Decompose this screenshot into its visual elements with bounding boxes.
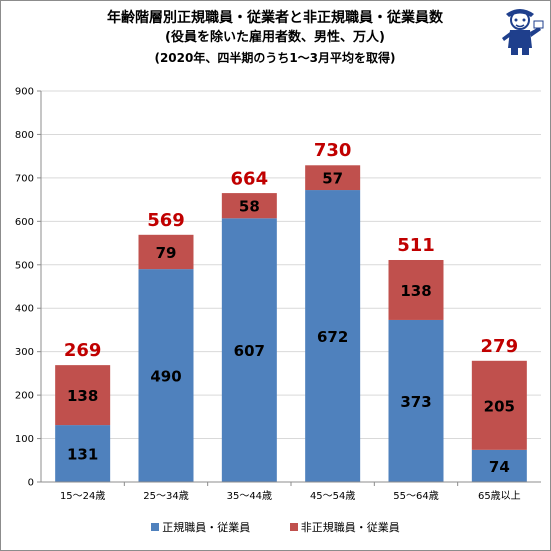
title-line-2: (役員を除いた雇用者数、男性、万人) [165, 30, 385, 45]
y-tick-label: 700 [15, 173, 34, 184]
y-tick-label: 400 [15, 304, 34, 315]
legend-swatch-regular [151, 523, 160, 531]
y-tick-label: 300 [15, 347, 34, 358]
bar-segment-regular [388, 319, 444, 482]
bar-segment-nonregular [55, 365, 111, 426]
y-tick-label: 100 [15, 434, 34, 445]
x-tick-label: 45～54歳 [310, 490, 355, 502]
bar-total-label: 279 [481, 336, 519, 357]
bar-segment-regular [138, 269, 194, 482]
bar-segment-nonregular [471, 360, 527, 450]
title-line-1: 年齢階層別正規職員・従業者と非正規職員・従業員数 [107, 10, 443, 26]
bars: 131 138 269 490 79 569 607 58 664 672 57 730 373 138 5… [55, 140, 527, 482]
bar-segment-regular [221, 218, 277, 482]
bar-value-label: 74 [489, 458, 510, 476]
y-tick-label: 200 [15, 391, 34, 402]
y-tick-label: 0 [28, 478, 34, 489]
mascot-logo-icon [502, 9, 544, 55]
bar-segment-nonregular [388, 259, 444, 320]
bar-segment-nonregular [138, 234, 194, 270]
legend-label-nonregular: 非正規職員・従業員 [300, 521, 400, 534]
bar-segment-regular [55, 425, 111, 482]
bar-value-label: 138 [400, 282, 431, 300]
bar-value-label: 57 [322, 170, 343, 188]
y-axis: 0 100 200 300 400 500 600 700 800 900 [15, 87, 42, 489]
y-tick-label: 600 [15, 217, 34, 228]
bar-segment-nonregular [305, 165, 361, 191]
y-tick-label: 500 [15, 260, 34, 271]
bar-value-label: 138 [67, 387, 98, 405]
bar-value-label: 79 [156, 244, 177, 262]
chart-title: 年齢階層別正規職員・従業者と非正規職員・従業員数 (役員を除いた雇用者数、男性、… [40, 8, 510, 68]
bar-segment-regular [471, 449, 527, 482]
x-tick-label: 55～64歳 [393, 490, 438, 502]
legend-label-regular: 正規職員・従業員 [162, 521, 251, 534]
legend-item-nonregular: 非正規職員・従業員 [289, 519, 400, 535]
gridlines [41, 90, 541, 440]
title-line-3: (2020年、四半期のうち1～3月平均を取得) [154, 51, 396, 65]
bar-value-label: 205 [484, 397, 515, 415]
bar-value-label: 58 [239, 198, 260, 216]
bar-total-label: 664 [231, 169, 269, 190]
bar-segment-nonregular [221, 193, 277, 219]
x-axis: 15～24歳 25～34歳 35～44歳 45～54歳 55～64歳 65歳以上 [41, 481, 541, 502]
x-tick-label: 35～44歳 [227, 490, 272, 502]
bar-value-label: 373 [400, 393, 431, 411]
bar-total-label: 730 [314, 140, 352, 161]
legend: 正規職員・従業員 非正規職員・従業員 [0, 519, 551, 535]
bar-segment-regular [305, 190, 361, 482]
x-tick-label: 25～34歳 [143, 490, 188, 502]
bar-value-label: 672 [317, 328, 348, 346]
x-tick-label: 15～24歳 [60, 490, 105, 502]
bar-total-label: 569 [147, 210, 185, 231]
bar-value-label: 490 [150, 368, 181, 386]
bar-total-label: 269 [64, 340, 102, 361]
bar-value-label: 131 [67, 446, 98, 464]
bar-value-label: 607 [234, 342, 265, 360]
legend-item-regular: 正規職員・従業員 [151, 519, 250, 535]
y-tick-label: 800 [15, 130, 34, 141]
x-tick-label: 65歳以上 [478, 490, 521, 502]
legend-swatch-nonregular [289, 523, 298, 531]
y-tick-label: 900 [15, 87, 34, 98]
bar-total-label: 511 [397, 235, 435, 256]
